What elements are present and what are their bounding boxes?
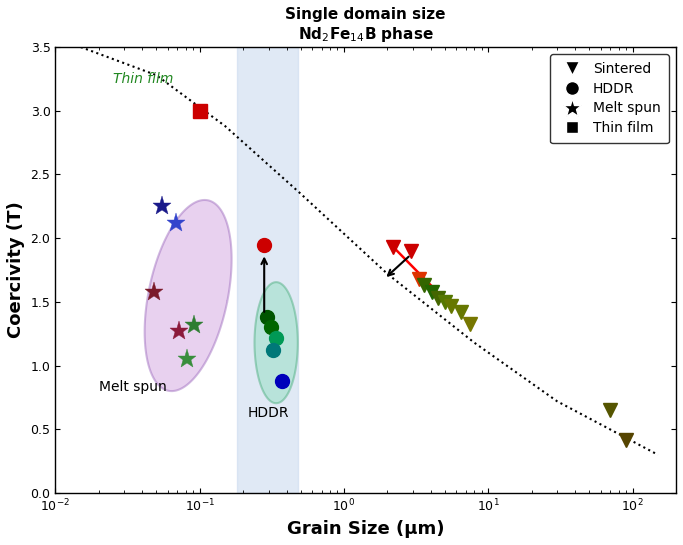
Title: Single domain size
Nd$_2$Fe$_{14}$B phase: Single domain size Nd$_2$Fe$_{14}$B phas…	[285, 7, 446, 44]
Legend: Sintered, HDDR, Melt spun, Thin film: Sintered, HDDR, Melt spun, Thin film	[550, 54, 669, 143]
Polygon shape	[255, 282, 298, 403]
Text: HDDR: HDDR	[248, 405, 289, 420]
Bar	[236, 47, 298, 493]
Text: Thin film: Thin film	[113, 72, 173, 86]
X-axis label: Grain Size (μm): Grain Size (μm)	[287, 520, 445, 538]
Polygon shape	[145, 200, 232, 391]
Y-axis label: Coercivity (T): Coercivity (T)	[7, 202, 25, 338]
Text: Melt spun: Melt spun	[99, 380, 167, 394]
